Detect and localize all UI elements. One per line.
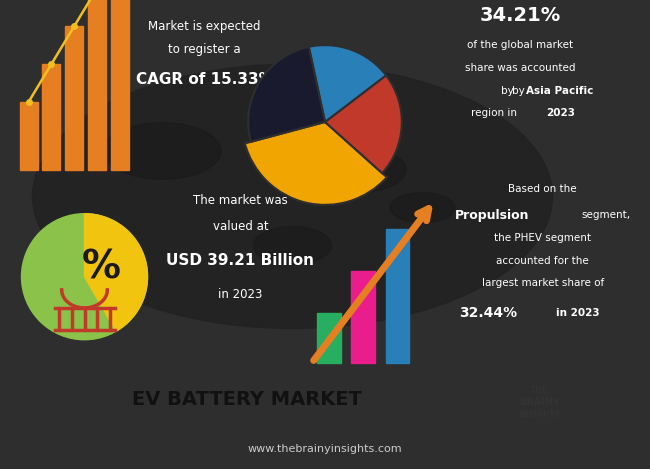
- Wedge shape: [84, 214, 148, 331]
- Text: largest market share of: largest market share of: [482, 278, 604, 288]
- Bar: [352, 271, 375, 363]
- Text: 34.21%: 34.21%: [480, 6, 560, 24]
- Text: in 2023: in 2023: [218, 288, 263, 301]
- Text: 2023: 2023: [546, 108, 575, 118]
- Text: segment,: segment,: [582, 210, 631, 220]
- Bar: [20, 102, 38, 170]
- Bar: [88, 0, 106, 170]
- Text: USD 39.21 Billion: USD 39.21 Billion: [166, 253, 315, 268]
- Ellipse shape: [32, 64, 552, 328]
- Text: BRAINY: BRAINY: [519, 397, 560, 407]
- Wedge shape: [248, 47, 325, 142]
- Text: valued at: valued at: [213, 220, 268, 233]
- Wedge shape: [245, 122, 387, 205]
- Text: EV BATTERY MARKET: EV BATTERY MARKET: [132, 390, 362, 409]
- Text: the PHEV segment: the PHEV segment: [494, 233, 592, 243]
- Bar: [317, 313, 341, 363]
- Circle shape: [21, 214, 148, 340]
- Bar: [65, 26, 83, 170]
- Text: www.thebrainyinsights.com: www.thebrainyinsights.com: [248, 444, 402, 454]
- Text: INSIGHTS: INSIGHTS: [519, 409, 560, 418]
- Text: to register a: to register a: [168, 43, 241, 56]
- Text: The market was: The market was: [193, 194, 288, 207]
- Text: 32.44%: 32.44%: [459, 306, 517, 320]
- Ellipse shape: [309, 147, 406, 193]
- Text: %: %: [82, 249, 121, 287]
- Bar: [42, 64, 60, 170]
- Text: Based on the: Based on the: [508, 184, 577, 194]
- Bar: [385, 229, 410, 363]
- Text: THE: THE: [531, 386, 548, 395]
- Text: Market is expected: Market is expected: [148, 20, 261, 33]
- Text: share was accounted: share was accounted: [465, 63, 575, 73]
- Text: CAGR of 15.33%: CAGR of 15.33%: [136, 72, 274, 87]
- Ellipse shape: [104, 123, 221, 179]
- Ellipse shape: [254, 227, 332, 265]
- Text: of the global market: of the global market: [467, 40, 573, 50]
- Text: accounted for the: accounted for the: [497, 256, 589, 265]
- Text: Asia Pacific: Asia Pacific: [526, 86, 594, 96]
- Text: by: by: [512, 86, 528, 96]
- Text: in 2023: in 2023: [556, 308, 599, 318]
- Ellipse shape: [390, 193, 455, 223]
- Wedge shape: [309, 45, 386, 122]
- Bar: [111, 0, 129, 170]
- Text: by: by: [500, 86, 514, 96]
- Text: region in: region in: [471, 108, 520, 118]
- Wedge shape: [325, 76, 402, 173]
- Text: Propulsion: Propulsion: [455, 209, 530, 222]
